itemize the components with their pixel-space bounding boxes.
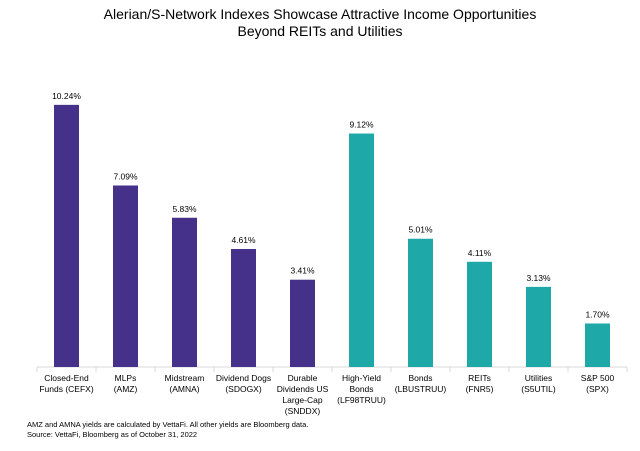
data-label: 3.41% <box>290 266 315 276</box>
category-label: Funds (CEFX) <box>39 384 93 394</box>
data-label: 7.09% <box>113 171 138 181</box>
category-label: (SDOGX) <box>225 384 262 394</box>
bar <box>290 279 315 367</box>
bar <box>526 286 551 367</box>
footnotes: AMZ and AMNA yields are calculated by Ve… <box>27 420 308 440</box>
category-label: MLPs <box>115 373 137 383</box>
data-label: 4.11% <box>468 248 492 258</box>
data-label: 4.61% <box>231 235 256 245</box>
category-label: Utilities <box>525 373 552 383</box>
category-label: REITs <box>468 373 491 383</box>
category-label: (FNR5) <box>466 384 494 394</box>
category-label: (SNDDX) <box>285 406 321 416</box>
footnote-yields: AMZ and AMNA yields are calculated by Ve… <box>27 420 309 429</box>
bar <box>467 261 492 367</box>
category-label: Dividend Dogs <box>216 373 271 383</box>
chart-title-line-1: Alerian/S-Network Indexes Showcase Attra… <box>103 6 537 22</box>
bar <box>349 133 374 367</box>
bar <box>113 185 138 367</box>
category-label: Closed-End <box>44 373 89 383</box>
category-label: (LF98TRUU) <box>337 395 386 405</box>
category-label: Midstream <box>165 373 205 383</box>
data-label: 5.01% <box>408 225 433 235</box>
footnote-source: Source: VettaFi, Bloomberg as of October… <box>27 430 198 439</box>
data-label: 9.12% <box>349 120 374 130</box>
category-label: (SPX) <box>586 384 609 394</box>
data-label: 1.70% <box>585 309 610 319</box>
bar <box>231 248 256 367</box>
data-label: 3.13% <box>526 273 551 283</box>
bar <box>54 104 79 367</box>
chart-title: Alerian/S-Network Indexes Showcase Attra… <box>0 6 640 40</box>
bar <box>408 238 433 367</box>
category-label: (AMNA) <box>169 384 199 394</box>
category-label: Dividends US <box>277 384 329 394</box>
category-label: High-Yield <box>342 373 381 383</box>
category-label: Large-Cap <box>282 395 322 405</box>
category-label: Bonds <box>349 384 373 394</box>
category-label: (LBUSTRUU) <box>395 384 447 394</box>
data-label: 10.24% <box>52 91 81 101</box>
category-label: S&P 500 <box>581 373 615 383</box>
category-label: (AMZ) <box>114 384 138 394</box>
chart-title-line-2: Beyond REITs and Utilities <box>237 23 403 39</box>
bar <box>172 217 197 367</box>
category-label: Durable <box>288 373 318 383</box>
category-label: Bonds <box>408 373 432 383</box>
bar <box>585 323 610 367</box>
data-label: 5.83% <box>172 204 197 214</box>
category-label: (S5UTIL) <box>521 384 556 394</box>
